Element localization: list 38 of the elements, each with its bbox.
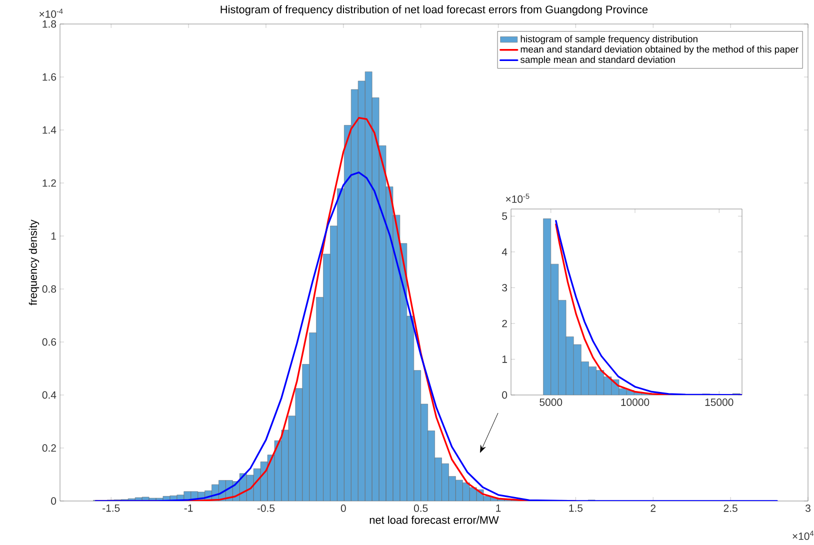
x-tick-label: 2.5 — [724, 504, 738, 512]
x-tick-label: -1.5 — [102, 504, 120, 512]
x-tick-label: 2 — [650, 504, 656, 512]
y-axis-title: frequency density — [28, 220, 40, 306]
x-tick-label: 3 — [805, 504, 810, 512]
x-tick-label: -1 — [184, 504, 193, 512]
y-tick-label: 1.8 — [42, 20, 56, 28]
text: ×10$^{-4}$ — [39, 8, 63, 18]
y-tick-label: 5 — [502, 212, 508, 220]
legend-label: histogram of sample frequency distribution — [520, 35, 698, 44]
y-tick-label: 3 — [502, 284, 508, 292]
y-tick-label: 0 — [502, 391, 508, 399]
y-tick-label: 0.6 — [42, 338, 56, 346]
y-tick-label: 1.6 — [42, 73, 56, 81]
y-tick-label: 0 — [51, 497, 56, 505]
y-tick-label: 0.2 — [42, 444, 56, 452]
x-tick-label: 10000 — [621, 398, 650, 406]
y-tick-label: 1.2 — [42, 179, 56, 187]
y-tick-label: 1.4 — [42, 126, 56, 134]
y-tick-label: 1 — [51, 232, 56, 240]
y-tick-label: 0.8 — [42, 285, 56, 293]
y-tick-label: 2 — [502, 320, 507, 328]
legend-label: sample mean and standard deviation — [520, 56, 675, 65]
y-tick-label: 1 — [502, 356, 507, 363]
y-tick-label: 0.4 — [42, 391, 56, 399]
annotation: ×10$^{-5}$ — [506, 194, 530, 203]
y-tick-label: 4 — [502, 248, 508, 256]
x-tick-label: 0.5 — [414, 504, 428, 512]
legend-label: mean and standard deviation obtained by the method of this paper — [520, 46, 798, 55]
text: ×10$^{4}$ — [792, 530, 814, 540]
chart-title: Histogram of frequency distribution of net load forecast errors from Guangdong Province — [220, 5, 648, 16]
x-tick-label: 1 — [496, 504, 501, 512]
x-tick-label: 5000 — [540, 398, 562, 406]
x-tick-label: -0.5 — [257, 504, 275, 512]
x-tick-label: 15000 — [705, 398, 734, 406]
x-axis-title: net load forecast error/MW — [370, 516, 499, 524]
x-tick-label: 0 — [340, 504, 346, 512]
x-tick-label: 1.5 — [569, 504, 583, 512]
